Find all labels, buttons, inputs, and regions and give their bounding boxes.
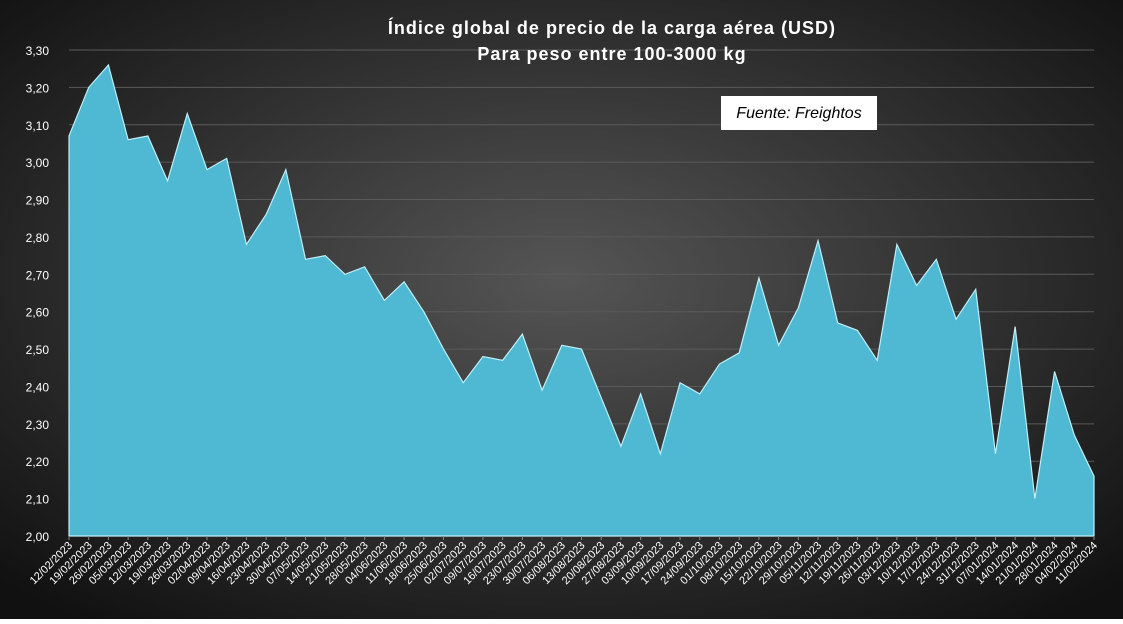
y-tick-label: 2,80 — [26, 231, 50, 245]
chart-title: Índice global de precio de la carga aére… — [388, 17, 836, 38]
y-tick-label: 3,10 — [26, 119, 50, 133]
y-tick-label: 2,60 — [26, 306, 50, 320]
y-tick-label: 2,20 — [26, 455, 50, 469]
y-tick-label: 2,10 — [26, 493, 50, 507]
y-tick-label: 2,40 — [26, 380, 50, 394]
annotation-box — [721, 96, 877, 130]
annotation: Fuente: Freightos — [736, 105, 861, 122]
y-tick-label: 3,30 — [26, 44, 50, 58]
y-tick-label: 2,30 — [26, 418, 50, 432]
y-tick-label: 3,20 — [26, 81, 50, 95]
plot — [68, 63, 1095, 537]
y-tick-label: 2,00 — [26, 530, 50, 544]
y-tick-label: 2,50 — [26, 343, 50, 357]
y-tick-label: 3,00 — [26, 156, 50, 170]
y-tick-label: 2,90 — [26, 194, 50, 208]
chart-subtitle: Para peso entre 100-3000 kg — [477, 44, 746, 64]
area — [68, 63, 1095, 537]
y-tick-label: 2,70 — [26, 268, 50, 282]
